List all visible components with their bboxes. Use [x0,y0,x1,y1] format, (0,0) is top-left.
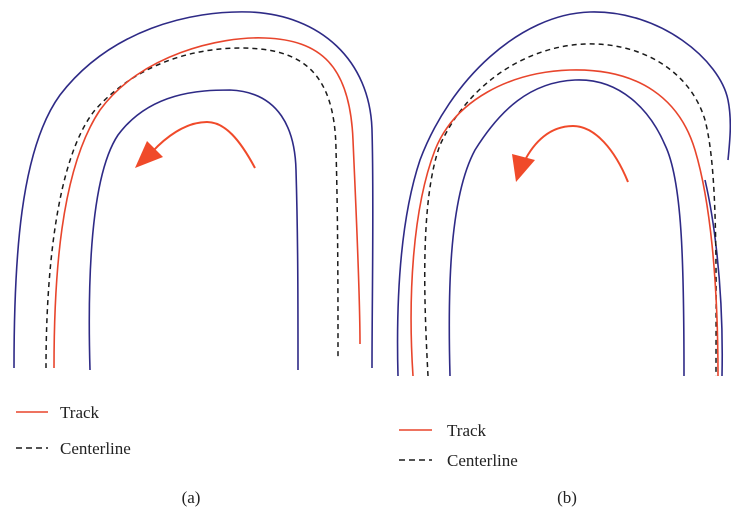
panel-a-centerline [45,47,339,369]
legend-b-track-label: Track [447,421,487,440]
panel-b-direction-arrow [523,124,629,183]
panel-b [396,11,731,377]
panel-b-caption: (b) [557,488,577,507]
panel-b-centerline [424,43,717,377]
legend-a-centerline-label: Centerline [60,439,131,458]
panel-b-inner-boundary [448,79,685,377]
panel-b-outer-boundary [396,11,731,377]
panel-a [13,11,374,371]
panel-a-inner-boundary [88,89,299,371]
panel-a-legend: Track Centerline [16,403,131,458]
panel-b-outer-boundary-lower [704,179,724,377]
panel-b-legend: Track Centerline [399,421,518,470]
panel-a-track [53,37,361,369]
panel-b-track [410,69,719,377]
legend-a-track-label: Track [60,403,100,422]
panel-a-arrowhead [135,141,163,168]
panel-a-direction-arrow [151,120,256,169]
panel-a-outer-boundary [13,11,374,369]
panel-b-arrowhead [512,154,535,182]
legend-b-centerline-label: Centerline [447,451,518,470]
panel-a-caption: (a) [182,488,201,507]
